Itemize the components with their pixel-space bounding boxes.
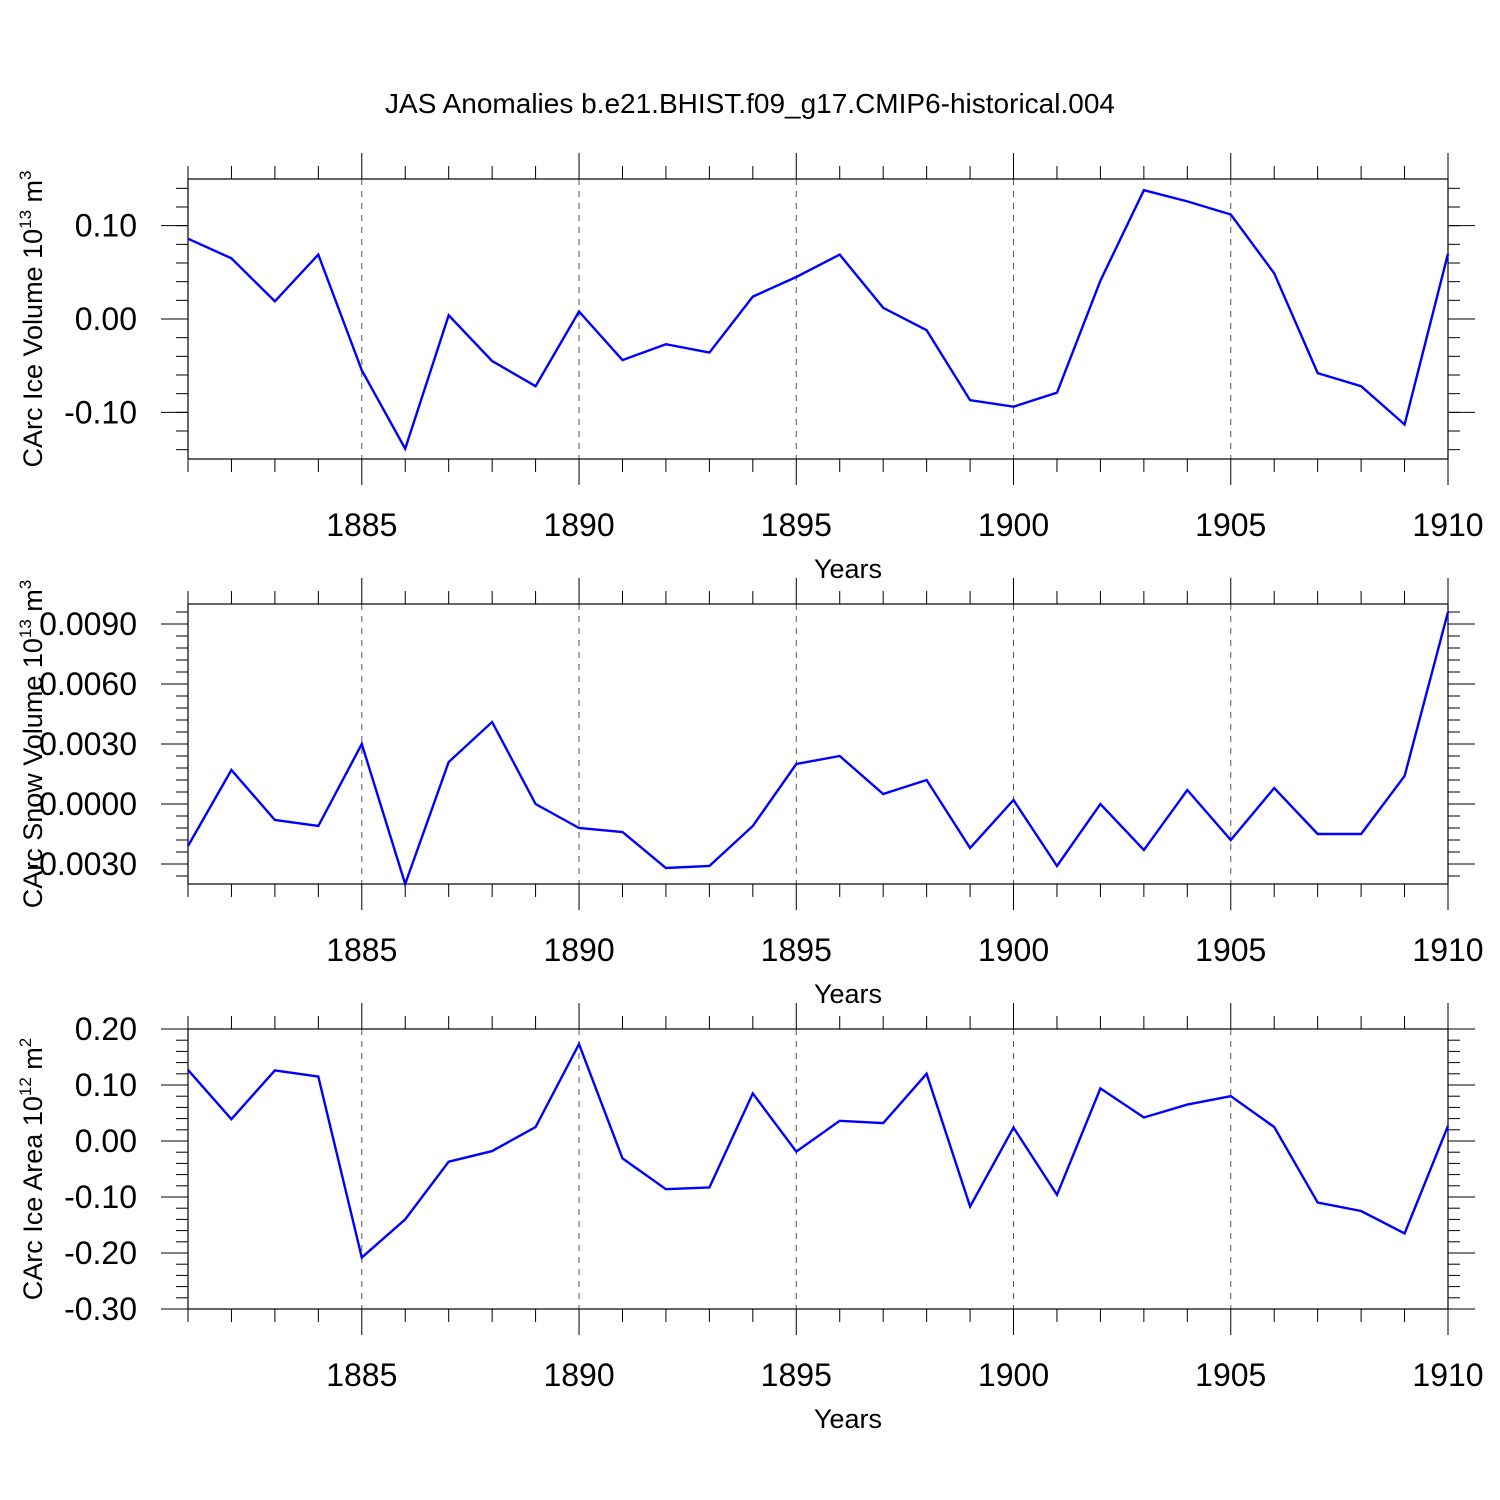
ice-area-x-tick-label: 1885 [326,1357,397,1393]
ice-volume-y-tick-label: -0.10 [64,394,137,430]
figure-title: JAS Anomalies b.e21.BHIST.f09_g17.CMIP6-… [385,88,1115,119]
ice-area-plot-frame [187,1028,1449,1310]
ice-area-y-tick-label: -0.30 [64,1291,137,1327]
y-axis-label-text: m [18,1047,48,1077]
ice-area-x-tick-label: 1910 [1412,1357,1483,1393]
snow-volume-x-tick-label: 1895 [761,932,832,968]
snow-volume-x-tick-label: 1900 [978,932,1049,968]
snow-volume-plot-frame [187,603,1449,885]
snow-volume-y-axis-label: CArc Snow Volume 1013 m3 [16,580,48,909]
ice-volume-x-tick-label: 1890 [543,507,614,543]
snow-volume-x-tick-label: 1885 [326,932,397,968]
y-axis-label-superscript: 3 [16,580,35,589]
ice-area-y-tick-label: 0.00 [75,1123,137,1159]
ice-volume-plot-frame [187,178,1449,460]
y-axis-label-text: m [18,180,48,210]
ice-volume-x-tick-label: 1900 [978,507,1049,543]
ice-volume-x-tick-label: 1910 [1412,507,1483,543]
ice-volume-y-axis-label: CArc Ice Volume 1013 m3 [16,170,48,467]
snow-volume-x-tick-label: 1905 [1195,932,1266,968]
ice-volume-y-tick-label: 0.10 [75,208,137,244]
y-axis-label-superscript: 13 [16,619,35,638]
ice-area-x-tick-label: 1900 [978,1357,1049,1393]
ice-volume-series-line [187,188,1450,452]
ice-area-x-tick-label: 1890 [543,1357,614,1393]
snow-volume-y-tick-label: 0.0030 [39,726,137,762]
y-axis-label-superscript: 13 [16,210,35,229]
ice-area-y-tick-label: -0.10 [64,1179,137,1215]
ice-area-x-axis-label: Years [814,1404,882,1434]
ice-area-y-tick-label: -0.20 [64,1235,137,1271]
ice-volume-x-tick-label: 1885 [326,507,397,543]
ice-area-x-tick-label: 1905 [1195,1357,1266,1393]
ice-area-x-tick-label: 1895 [761,1357,832,1393]
snow-volume-y-tick-label: 0.0090 [39,606,137,642]
ice-volume-x-axis-label: Years [814,554,882,584]
ice-area-y-axis-label: CArc Ice Area 1012 m2 [16,1038,48,1301]
snow-volume-y-tick-label: 0.0000 [39,786,137,822]
ice-area-y-tick-label: 0.20 [75,1011,137,1047]
snow-volume-y-tick-label: -0.0030 [28,846,137,882]
y-axis-label-superscript: 2 [16,1038,35,1047]
y-axis-label-text: CArc Ice Volume 10 [18,229,48,468]
ice-area-series-line [187,1041,1450,1260]
ice-volume-y-tick-label: 0.00 [75,301,137,337]
ice-volume-x-tick-label: 1895 [761,507,832,543]
snow-volume-x-axis-label: Years [814,979,882,1009]
y-axis-label-text: m [18,589,48,619]
y-axis-label-superscript: 12 [16,1077,35,1096]
snow-volume-series-line [186,611,1450,888]
snow-volume-y-tick-label: 0.0060 [39,666,137,702]
ice-volume-x-tick-label: 1905 [1195,507,1266,543]
ice-area-y-tick-label: 0.10 [75,1067,137,1103]
y-axis-label-text: CArc Ice Area 10 [18,1096,48,1300]
y-axis-label-text: CArc Snow Volume 10 [18,638,48,908]
snow-volume-x-tick-label: 1890 [543,932,614,968]
y-axis-label-superscript: 3 [16,170,35,179]
snow-volume-x-tick-label: 1910 [1412,932,1483,968]
